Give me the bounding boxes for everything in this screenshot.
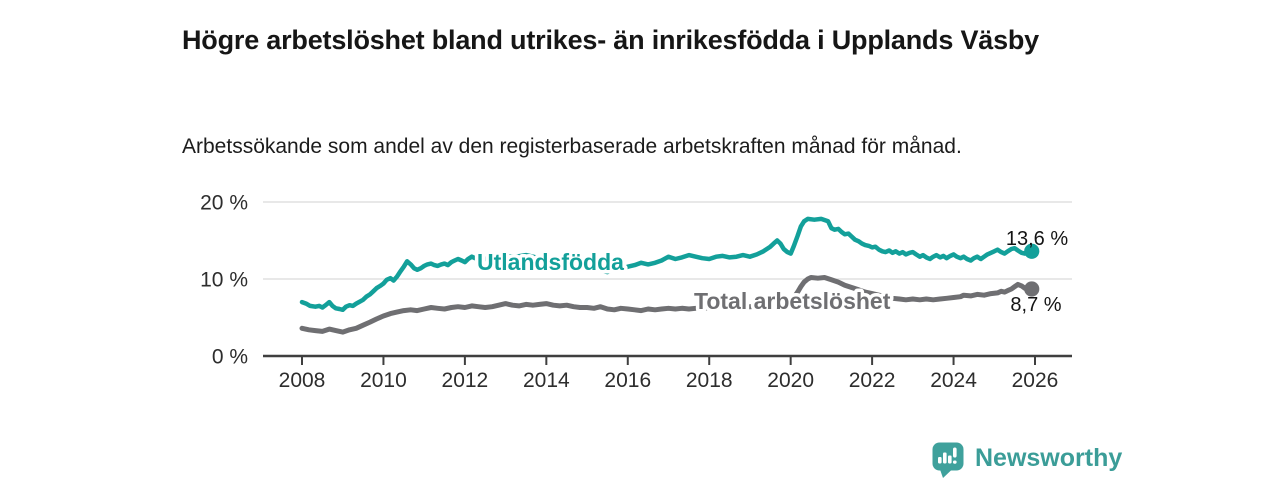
end-value-total-arbetsloshet: 8,7 % (1010, 294, 1061, 316)
x-tick-label: 2008 (279, 369, 326, 392)
chart-subtitle: Arbetssökande som andel av den registerb… (182, 135, 962, 158)
gridlines (263, 201, 1072, 280)
y-tick-label: 0 % (212, 346, 248, 369)
axes: 0 % 10 % 20 % 2008 2010 2012 2014 2016 2018 2020 2… (200, 192, 1072, 392)
line-utlandsfodda (299, 216, 1034, 313)
data-series (299, 216, 1035, 335)
x-tick-label: 2018 (686, 369, 733, 392)
bar-chart-bubble-icon (932, 442, 964, 478)
x-tick-label: 2014 (523, 369, 570, 392)
x-tick-label: 2012 (442, 369, 489, 392)
series-label-utlandsfodda: Utlandsfödda (477, 249, 624, 275)
x-tick-label: 2016 (604, 369, 651, 392)
x-tick-label: 2010 (360, 369, 407, 392)
y-tick-label: 10 % (200, 269, 248, 292)
x-tick-label: 2020 (767, 369, 814, 392)
line-total-arbetsloshet (299, 275, 1035, 335)
x-tick-label: 2024 (930, 369, 977, 392)
end-dot-utlandsfodda (1024, 243, 1040, 259)
y-tick-label: 20 % (200, 192, 248, 215)
end-dot-total-arbetsloshet (1024, 281, 1040, 297)
newsworthy-wordmark: Newsworthy (975, 444, 1123, 472)
x-tick-label: 2026 (1012, 369, 1059, 392)
newsworthy-logo: Newsworthy (932, 442, 1122, 479)
x-tick-label: 2022 (849, 369, 896, 392)
series-label-total-arbetsloshet: Total arbetslöshet (694, 288, 891, 314)
end-value-utlandsfodda: 13,6 % (1006, 228, 1068, 250)
chart-title: Högre arbetslöshet bland utrikes- än inr… (182, 25, 1039, 56)
series-end-dots (1024, 243, 1040, 297)
